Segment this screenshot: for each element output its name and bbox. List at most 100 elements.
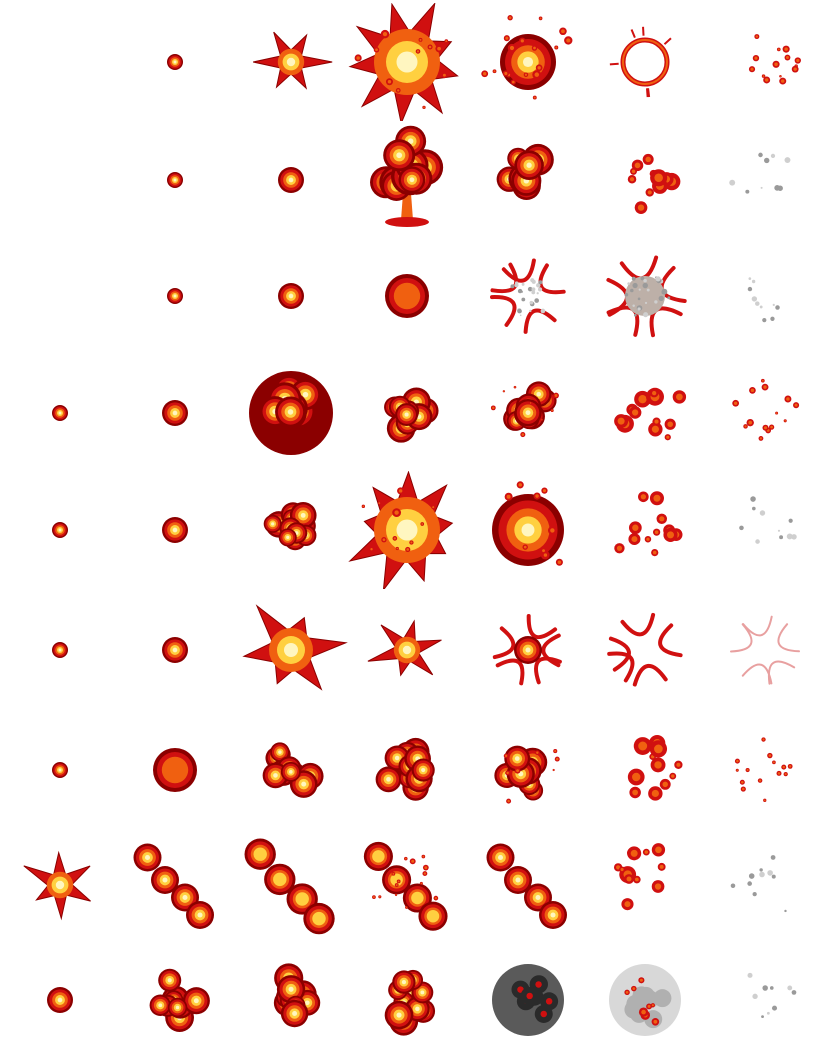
sprite-frame-cluster-explosion-5	[469, 354, 587, 472]
sprite-frame-diagonal-blast-explosion-6	[586, 826, 704, 944]
sprite-frame-big-cluster-explosion-6	[586, 711, 704, 829]
sprite-frame-diagonal-blast-explosion-3	[232, 826, 350, 944]
flash-sprite	[348, 3, 459, 121]
scatter-sprite	[627, 734, 683, 801]
puff-sprite	[278, 167, 304, 193]
mushroom-sprite	[370, 125, 444, 227]
spark-sprite	[52, 642, 68, 658]
flare-scatter-sprite	[607, 612, 683, 687]
sprite-frame-star-flare-explosion-5	[469, 591, 587, 709]
cluster-dark-sprite	[249, 371, 333, 455]
diagonal-blur-sprite	[244, 838, 335, 935]
puff-sprite	[162, 637, 188, 663]
empty-sprite	[1, 237, 119, 355]
sprite-frame-fireball-explosion-7	[706, 471, 824, 589]
puff-sprite	[162, 400, 188, 426]
sprite-frame-shrapnel-explosion-5	[469, 237, 587, 355]
star-sprite	[367, 619, 442, 677]
sprite-frame-smoke-explosion-6	[586, 941, 704, 1059]
sprite-frame-shrapnel-explosion-1	[1, 237, 119, 355]
sprite-frame-big-cluster-explosion-3	[232, 711, 350, 829]
sprite-frame-star-flare-explosion-3	[232, 591, 350, 709]
sprite-frame-cluster-explosion-1	[1, 354, 119, 472]
sprite-frame-big-cluster-explosion-4	[348, 711, 466, 829]
sprite-frame-shrapnel-explosion-6	[586, 237, 704, 355]
cluster-sprite	[273, 963, 321, 1028]
debris-sprite	[490, 258, 566, 334]
sprite-frame-mushroom-cloud-explosion-4	[348, 121, 466, 239]
cluster-break-sprite	[494, 745, 560, 804]
spark-sprite	[167, 172, 183, 188]
sprite-frame-star-flare-explosion-7	[706, 591, 824, 709]
spark-sprite	[52, 522, 68, 538]
scatter-sprite	[614, 491, 683, 557]
empty-sprite	[1, 121, 119, 239]
cluster-sprite	[384, 387, 439, 443]
sprite-frame-fireball-explosion-4	[348, 471, 466, 589]
sprite-frame-big-cluster-explosion-2	[116, 711, 234, 829]
cluster-sprite	[384, 969, 436, 1036]
debris-smoke-sprite	[606, 255, 687, 338]
sprite-frame-mushroom-cloud-explosion-7	[706, 121, 824, 239]
sprite-frame-star-burst-explosion-7	[706, 3, 824, 121]
embers-fade-sprite	[734, 737, 793, 802]
cluster-sprite	[262, 742, 324, 798]
sprite-frame-diagonal-blast-explosion-5	[469, 826, 587, 944]
star-sprite	[252, 31, 333, 90]
flash-blur-sprite	[492, 481, 564, 566]
sprite-frame-diagonal-blast-explosion-2	[116, 826, 234, 944]
smoke-fade-sprite	[739, 496, 797, 544]
star-sprite	[23, 850, 91, 921]
spark-sprite	[52, 762, 68, 778]
sprite-frame-fireball-explosion-5	[469, 471, 587, 589]
sprite-frame-star-burst-explosion-6	[586, 3, 704, 121]
sprite-frame-fireball-explosion-2	[116, 471, 234, 589]
smoke-fade-sprite	[729, 152, 791, 194]
smoke-fade-sprite	[747, 277, 780, 323]
sprite-frame-star-flare-explosion-1	[1, 591, 119, 709]
spark-sprite	[52, 405, 68, 421]
flare-break-sprite	[492, 614, 562, 686]
diagonal-sprite	[133, 843, 214, 929]
sprite-frame-fireball-explosion-6	[586, 471, 704, 589]
sprite-frame-shrapnel-explosion-3	[232, 237, 350, 355]
embers-fade-sprite	[748, 34, 801, 85]
flare-fade-sprite	[730, 615, 800, 685]
flash-sprite	[348, 471, 454, 589]
sprite-frame-star-burst-explosion-1	[1, 3, 119, 121]
sprite-frame-shrapnel-explosion-4	[348, 237, 466, 355]
sprite-frame-cluster-explosion-3	[232, 354, 350, 472]
sprite-frame-mushroom-cloud-explosion-5	[469, 121, 587, 239]
puff-sprite	[47, 987, 73, 1013]
sprite-frame-fireball-explosion-1	[1, 471, 119, 589]
sprite-frame-smoke-explosion-2	[116, 941, 234, 1059]
puff-sprite	[162, 517, 188, 543]
sprite-frame-big-cluster-explosion-1	[1, 711, 119, 829]
sprite-frame-diagonal-blast-explosion-1	[1, 826, 119, 944]
star-flash-sprite	[242, 604, 348, 691]
cluster-sprite	[375, 737, 435, 801]
scatter-sprite	[613, 843, 666, 911]
sprite-frame-diagonal-blast-explosion-4	[348, 826, 466, 944]
smoke-fade-sprite	[747, 972, 797, 1019]
sprite-frame-fireball-explosion-3	[232, 471, 350, 589]
cloud-fade-sprite	[496, 143, 554, 201]
core-sprite	[385, 274, 429, 318]
spark-sprite	[167, 288, 183, 304]
empty-sprite	[1, 3, 119, 121]
sprite-frame-big-cluster-explosion-7	[706, 711, 824, 829]
dissipate-sprite	[481, 15, 573, 100]
embers-fade-sprite	[732, 378, 800, 441]
sprite-frame-cluster-explosion-7	[706, 354, 824, 472]
cluster-sprite	[149, 968, 210, 1032]
sprite-frame-star-flare-explosion-6	[586, 591, 704, 709]
sprite-frame-shrapnel-explosion-2	[116, 237, 234, 355]
sprite-frame-cluster-explosion-6	[586, 354, 704, 472]
sprite-frame-diagonal-blast-explosion-7	[706, 826, 824, 944]
sprite-frame-star-flare-explosion-2	[116, 591, 234, 709]
sprite-frame-mushroom-cloud-explosion-6	[586, 121, 704, 239]
sprite-frame-cluster-explosion-2	[116, 354, 234, 472]
diagonal-scatter-sprite	[363, 841, 448, 931]
scatter-sprite	[614, 387, 687, 441]
